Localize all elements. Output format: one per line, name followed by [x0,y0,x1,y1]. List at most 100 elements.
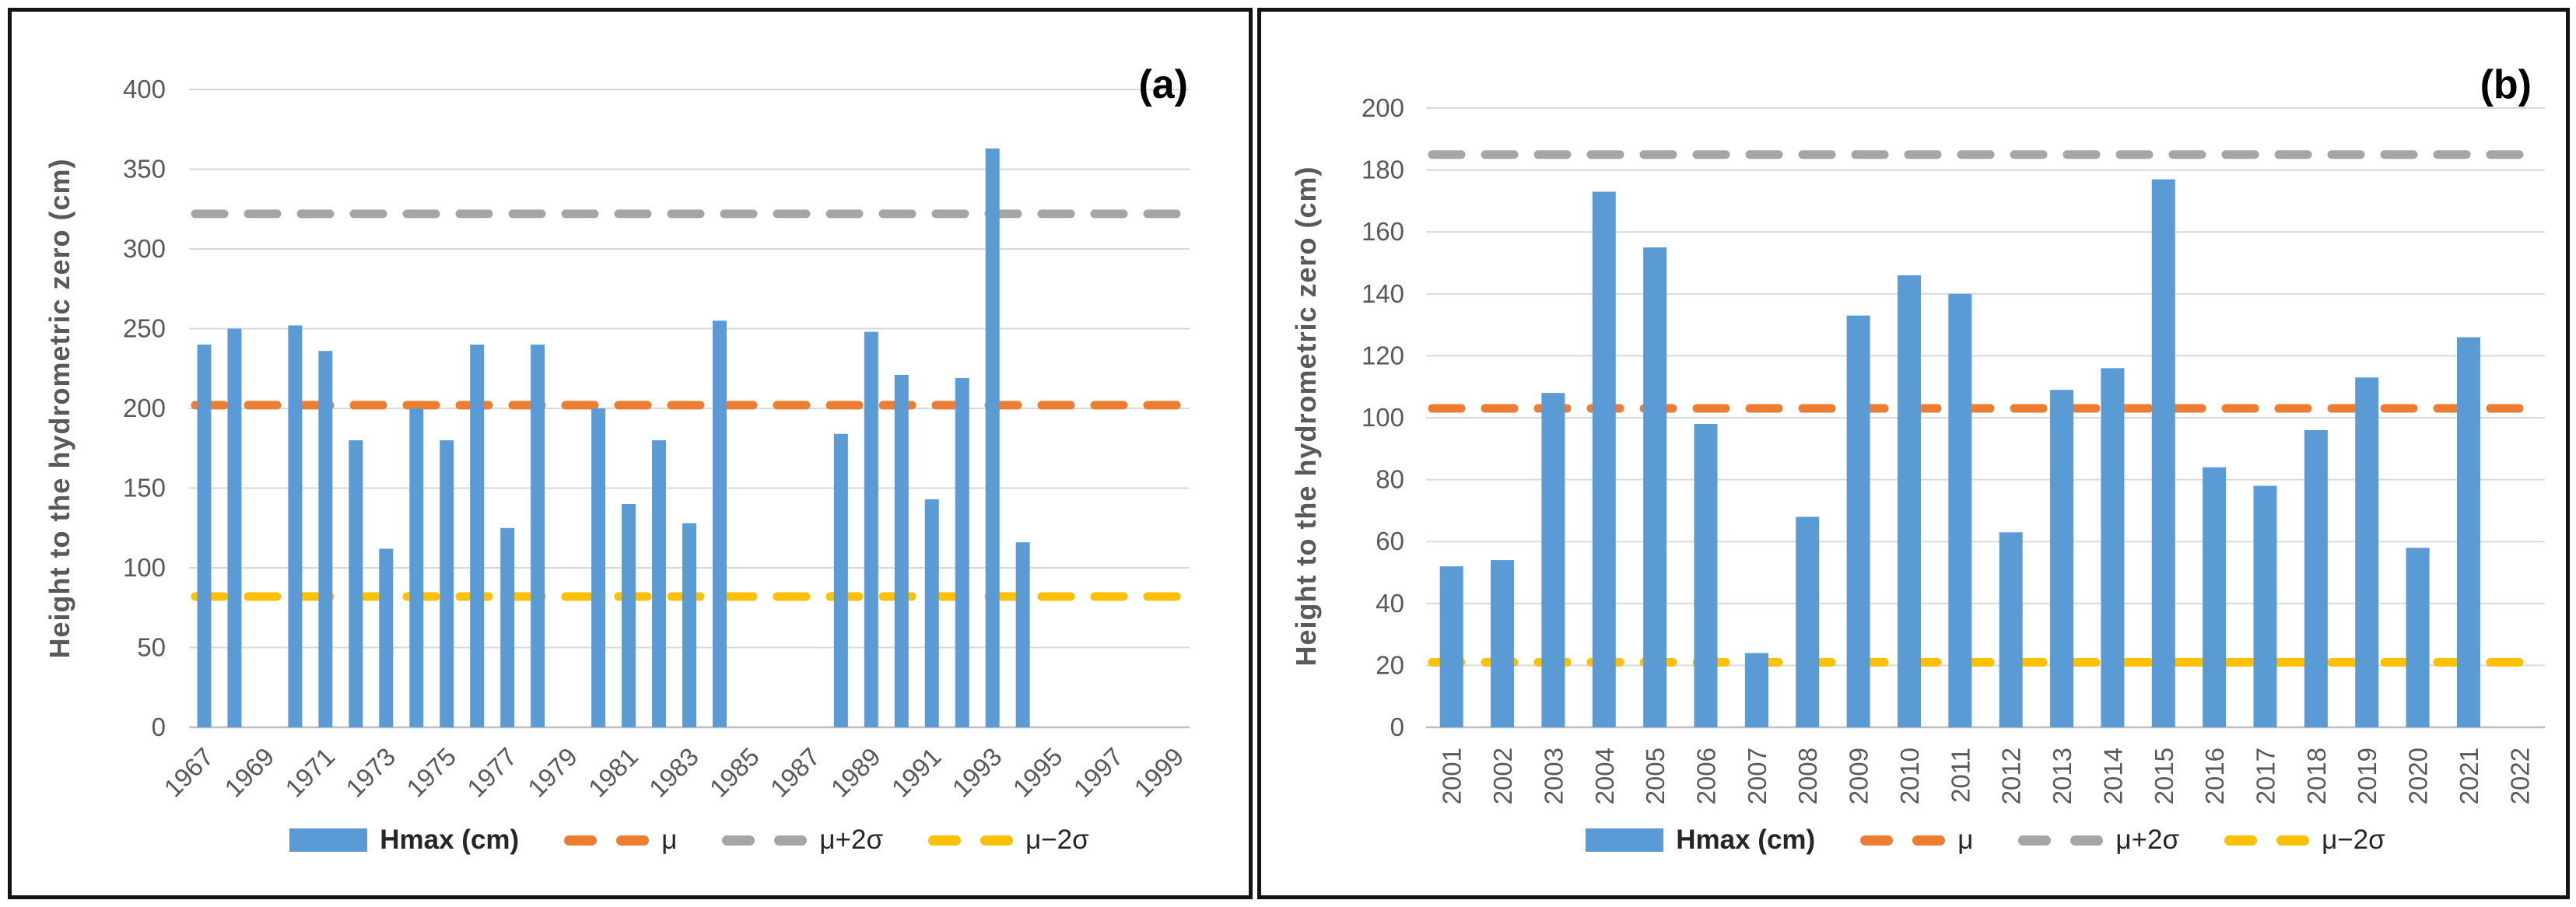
x-tick-label: 1999 [1128,742,1189,803]
bar-1983 [682,523,696,727]
chart-panel-b: Height to the hydrometric zero (cm) 0 20 4… [1257,8,2570,899]
bar-1968 [227,328,242,727]
legend-swatch-mu-minus-2sigma [928,835,1014,846]
x-tick-label: 2014 [2098,748,2127,804]
legend-swatch-hmax [289,828,368,852]
bar-1990 [894,374,909,727]
x-tick-label: 1975 [401,742,461,803]
bar-2021 [2456,337,2480,727]
x-tick-label: 1987 [765,742,825,803]
bar-1978 [531,345,545,727]
dash-pill [2070,835,2104,846]
bar-2001 [1439,566,1463,727]
x-tick-label: 2002 [1488,748,1517,804]
x-axis-tick-labels: 2001 2002 2003 2004 2005 2006 2007 2008 2009 2010… [1438,748,2535,804]
dash-pill [564,835,598,846]
dash-pill [722,835,755,846]
bar-2019 [2355,377,2379,727]
bar-2006 [1694,423,1718,727]
y-tick-label: 200 [1362,93,1404,122]
dash-pill [774,835,808,846]
bar-1976 [470,345,485,727]
dash-pill [1912,835,1946,846]
bar-1974 [409,408,424,727]
legend-label-mu: μ [661,825,678,855]
x-tick-label: 1985 [704,742,765,803]
x-tick-label: 1969 [219,742,279,803]
x-tick-label: 1981 [583,742,643,803]
x-tick-label: 1993 [947,742,1008,803]
bar-2003 [1541,393,1565,727]
legend-swatch-mu-plus-2sigma [722,835,808,846]
bar-2018 [2304,429,2328,727]
y-tick-label: 0 [1390,713,1404,741]
bar-2017 [2253,485,2277,727]
x-tick-label: 2011 [1946,748,1975,803]
y-tick-label: 50 [137,633,166,662]
y-tick-label: 60 [1376,527,1404,555]
legend-label-hmax: Hmax (cm) [380,825,520,855]
legend-item-mu-plus-2sigma: μ+2σ [2018,825,2179,856]
bar-2010 [1897,275,1921,727]
legend-item-mu-plus-2sigma: μ+2σ [722,825,883,856]
bar-1980 [591,408,606,727]
x-tick-label: 2015 [2150,748,2178,804]
y-tick-label: 120 [1362,341,1404,369]
bar-1989 [864,331,878,727]
x-tick-label: 1967 [158,742,219,803]
bar-2020 [2406,548,2430,727]
bar-2016 [2203,467,2227,727]
x-tick-label: 1995 [1008,742,1068,803]
x-tick-label: 1983 [643,742,704,803]
legend-label-mu-plus-2sigma: μ+2σ [819,825,884,855]
x-tick-label: 2004 [1590,748,1619,804]
y-tick-label: 160 [1362,217,1404,246]
panel-label-b: (b) [2480,62,2532,107]
bar-1977 [500,527,515,727]
bar-1991 [924,499,939,727]
x-tick-label: 2016 [2200,748,2229,804]
bar-1967 [197,345,212,727]
dash-pill [2276,835,2310,846]
legend-item-mu: μ [1860,825,1973,856]
legend-item-hmax: Hmax (cm) [289,825,519,856]
y-tick-label: 100 [1362,403,1404,432]
bars [1439,179,2480,728]
chart-panel-a: Height to the hydrometric zero (cm) 0 50 1… [8,8,1253,899]
dash-pill [1860,835,1894,846]
x-tick-label: 1977 [461,742,522,803]
dash-pill [980,835,1014,846]
legend-label-hmax: Hmax (cm) [1676,825,1816,855]
bar-2011 [1948,293,1972,727]
x-tick-label: 1997 [1067,742,1128,803]
x-axis-tick-labels: 1967 1969 1971 1973 1975 1977 1979 1981 1983 1985… [158,742,1189,803]
x-tick-label: 2012 [1997,748,2026,804]
legend-b: Hmax (cm) μ μ+2σ μ−2σ [1426,822,2545,858]
x-tick-label: 2021 [2455,748,2483,804]
y-tick-label: 140 [1362,279,1404,308]
y-tick-label: 300 [123,234,166,263]
bar-1984 [712,320,727,727]
bars [197,148,1030,728]
x-tick-label: 2001 [1438,748,1467,804]
dash-pill [2224,835,2258,846]
legend-label-mu-minus-2sigma: μ−2σ [1025,825,1089,855]
legend-item-hmax: Hmax (cm) [1586,825,1815,856]
bar-1973 [379,548,394,727]
dash-pill [928,835,962,846]
bar-1981 [622,504,636,727]
x-tick-label: 2007 [1743,748,1772,804]
y-tick-label: 350 [123,155,166,184]
legend-item-mu-minus-2sigma: μ−2σ [2224,825,2385,856]
x-tick-label: 2005 [1641,748,1670,804]
bar-1993 [985,148,1000,728]
dash-pill [616,835,650,846]
legend-item-mu: μ [564,825,677,856]
y-tick-label: 180 [1362,156,1404,184]
bar-2013 [2050,390,2074,727]
y-tick-label: 40 [1376,589,1404,618]
y-axis-title: Height to the hydrometric zero (cm) [1290,166,1322,666]
x-tick-label: 2013 [2048,748,2077,804]
reference-lines [1428,150,2543,667]
